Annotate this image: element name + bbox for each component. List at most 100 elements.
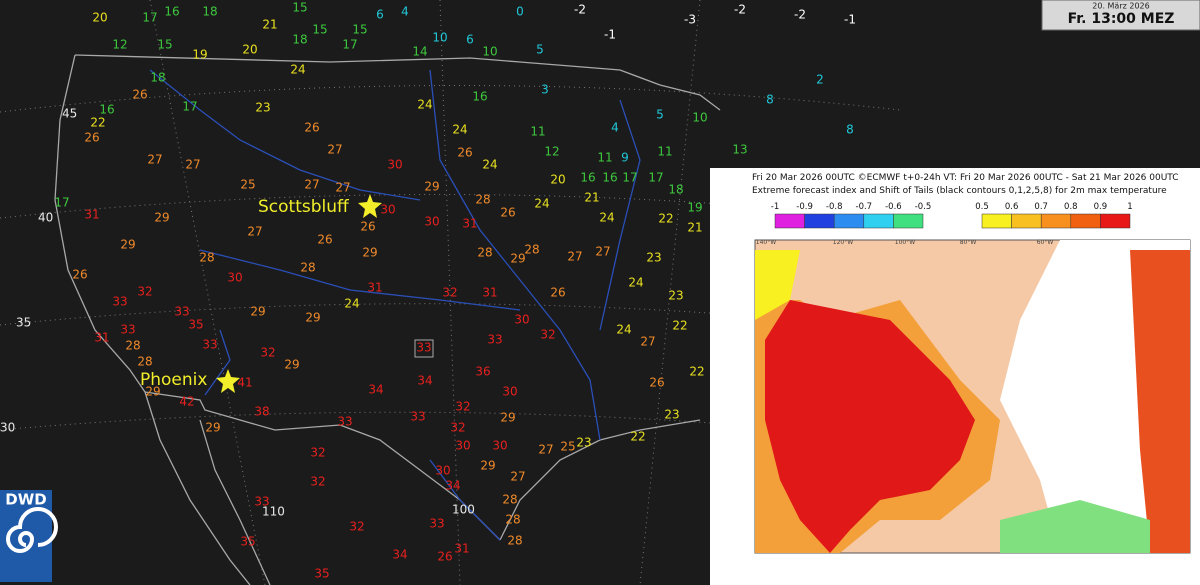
station-temperature: 29 xyxy=(284,358,299,372)
colorbar-swatch xyxy=(1070,213,1101,229)
station-temperature: 12 xyxy=(544,145,559,159)
station-temperature: -2 xyxy=(794,8,806,22)
header-time: Fr. 13:00 MEZ xyxy=(1068,11,1175,27)
station-temperature: 28 xyxy=(300,261,315,275)
station-temperature: 17 xyxy=(182,100,197,114)
station-temperature: 10 xyxy=(432,31,447,45)
station-temperature: 14 xyxy=(412,45,427,59)
station-temperature: 21 xyxy=(687,221,702,235)
colorbar-label: 0.6 xyxy=(1005,202,1019,212)
station-temperature: 17 xyxy=(54,196,69,210)
station-temperature: 2 xyxy=(816,73,824,87)
lon-line xyxy=(639,0,701,585)
station-temperature: 26 xyxy=(132,88,147,102)
station-temperature: 24 xyxy=(290,63,305,77)
colorbars: -1 -0.9 -0.8 -0.7 -0.6 -0.5 0.5 0.6 0.7 0.8 0.9 1 xyxy=(771,202,1133,229)
colorbar-swatch xyxy=(833,213,865,229)
station-temperature: 33 xyxy=(202,338,217,352)
station-temperature: 26 xyxy=(649,376,664,390)
station-temperature: 33 xyxy=(174,305,189,319)
station-temperature: 32 xyxy=(450,421,465,435)
river xyxy=(199,249,521,311)
station-temperature: 34 xyxy=(445,479,460,493)
station-temperature: 8 xyxy=(766,93,774,107)
station-temperature: 26 xyxy=(304,121,319,135)
logo-text: DWD xyxy=(5,491,46,509)
station-temperature: 27 xyxy=(147,153,162,167)
river xyxy=(429,459,501,541)
station-temperature: 22 xyxy=(689,365,704,379)
lat-label: 30 xyxy=(0,421,15,435)
station-temperature: 23 xyxy=(668,289,683,303)
station-temperature: 26 xyxy=(437,550,452,564)
station-temperature: 27 xyxy=(510,470,525,484)
station-temperature: 24 xyxy=(482,158,497,172)
inset-lon-label: 120°W xyxy=(833,239,853,246)
station-temperature: 28 xyxy=(125,339,140,353)
colorbar-label: 0.9 xyxy=(1094,202,1108,212)
station-temperature: 17 xyxy=(342,38,357,52)
colorbar-label: 0.8 xyxy=(1064,202,1078,212)
station-temperature: 13 xyxy=(732,143,747,157)
station-temperature: 24 xyxy=(344,297,359,311)
inset-red-area-east xyxy=(1130,250,1190,553)
station-temperature: 22 xyxy=(90,116,105,130)
station-temperature: 9 xyxy=(621,151,629,165)
station-temperature: 23 xyxy=(646,251,661,265)
colorbar-label: -0.6 xyxy=(885,202,902,212)
station-temperature: 33 xyxy=(120,323,135,337)
station-temperature: 19 xyxy=(687,201,702,215)
inset-title: Fri 20 Mar 2026 00UTC ©ECMWF t+0-24h VT:… xyxy=(752,173,1179,183)
station-temperature: 32 xyxy=(310,475,325,489)
station-temperature: 20 xyxy=(92,11,107,25)
station-temperature: 20 xyxy=(550,173,565,187)
station-temperature: 18 xyxy=(150,71,165,85)
station-temperature: 26 xyxy=(360,220,375,234)
logo-swirl xyxy=(6,507,58,553)
station-temperature: -2 xyxy=(734,3,746,17)
colorbar-label: -1 xyxy=(771,202,779,212)
colorbar-swatch xyxy=(1011,213,1042,229)
station-temperature: 17 xyxy=(142,11,157,25)
station-temperature: 34 xyxy=(417,374,432,388)
inset-lon-label: 140°W xyxy=(756,239,776,246)
station-temperature: 24 xyxy=(628,276,643,290)
colorbar-swatch xyxy=(863,213,894,229)
station-temperature: 26 xyxy=(84,131,99,145)
header-box xyxy=(1041,0,1200,31)
station-temperature: 30 xyxy=(227,271,242,285)
station-temperature: 17 xyxy=(622,171,637,185)
colorbar-label: -0.5 xyxy=(915,202,932,212)
station-temperature: 27 xyxy=(185,158,200,172)
colorbar-label: -0.7 xyxy=(856,202,873,212)
river xyxy=(429,69,601,441)
station-temperature: 31 xyxy=(482,286,497,300)
station-temperature: 29 xyxy=(120,238,135,252)
inset-lon-label: 100°W xyxy=(895,239,915,246)
station-temperature: 26 xyxy=(457,146,472,160)
coastline xyxy=(199,419,271,585)
coastline xyxy=(144,391,251,585)
station-temperature: 29 xyxy=(250,305,265,319)
coastline xyxy=(499,419,701,541)
station-temperature: 29 xyxy=(424,180,439,194)
station-temperature: 5 xyxy=(536,43,544,57)
station-temperature: 30 xyxy=(380,203,395,217)
city-label: Phoenix xyxy=(140,370,207,390)
colorbar-swatch xyxy=(981,213,1012,229)
station-temperature: 41 xyxy=(237,376,252,390)
station-temperature: 26 xyxy=(72,268,87,282)
lon-label: 100 xyxy=(452,503,475,517)
river xyxy=(149,69,421,201)
colorbar-label: -0.9 xyxy=(796,202,813,212)
station-temperature: 6 xyxy=(466,33,474,47)
station-temperature: 36 xyxy=(475,365,490,379)
station-temperature: 33 xyxy=(487,333,502,347)
station-temperature: 15 xyxy=(312,23,327,37)
station-temperature: 33 xyxy=(429,517,444,531)
station-temperature: 35 xyxy=(314,567,329,581)
station-temperature: 15 xyxy=(292,1,307,15)
station-temperature: 33 xyxy=(254,495,269,509)
